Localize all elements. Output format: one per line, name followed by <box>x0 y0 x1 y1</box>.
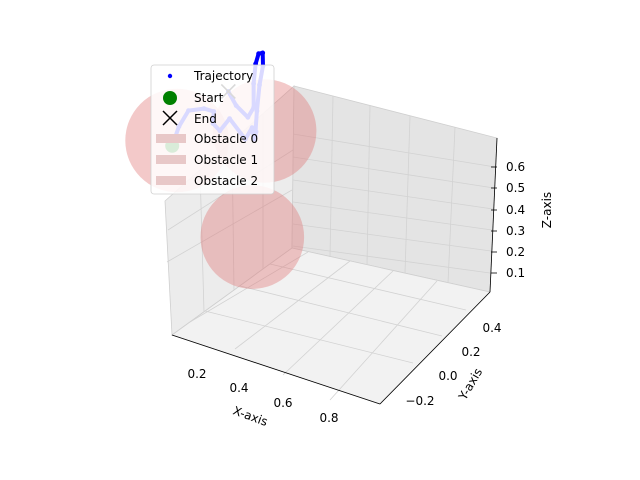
legend-label-obstacle-2: Obstacle 2 <box>194 174 258 188</box>
y-ticks: −0.2 0.0 0.20.4 <box>405 321 501 408</box>
z-tick-label: 0.6 <box>506 160 525 174</box>
x-ticks: 0.2 0.4 0.6 0.8 <box>187 367 338 425</box>
legend-swatch-start <box>163 91 177 105</box>
y-tick-label: 0.4 <box>482 321 501 335</box>
z-ticks: 0.1 0.2 0.3 0.4 0.5 0.6 <box>491 160 525 280</box>
legend-label-obstacle-1: Obstacle 1 <box>194 153 258 167</box>
y-tick-label: 0.0 <box>438 369 457 383</box>
y-tick-label: −0.2 <box>405 394 434 408</box>
legend-label-obstacle-0: Obstacle 0 <box>194 132 258 146</box>
legend-swatch-obstacle-1 <box>156 155 186 164</box>
trajectory-point <box>260 50 266 56</box>
obstacle-sphere-0 <box>200 185 305 289</box>
legend: Trajectory Start End Obstacle 0 Obstacle… <box>150 64 275 195</box>
z-axis-label: Z-axis <box>540 192 554 228</box>
z-tick-label: 0.4 <box>506 203 525 217</box>
z-tick-label: 0.5 <box>506 181 525 195</box>
z-tick-label: 0.1 <box>506 266 525 280</box>
x-tick-label: 0.6 <box>273 396 292 410</box>
x-axis-label: X-axis <box>231 404 270 429</box>
y-tick-label: 0.2 <box>461 345 480 359</box>
axis-lines <box>171 137 498 405</box>
legend-swatch-trajectory <box>167 73 173 79</box>
z-tick-label: 0.2 <box>506 245 525 259</box>
legend-label-start: Start <box>194 91 224 105</box>
legend-swatch-obstacle-0 <box>156 134 186 143</box>
x-tick-label: 0.8 <box>319 411 338 425</box>
y-axis-label: Y-axis <box>455 366 485 404</box>
x-tick-label: 0.4 <box>229 381 248 395</box>
legend-label-trajectory: Trajectory <box>193 69 253 83</box>
legend-swatch-end <box>162 110 178 126</box>
z-tick-label: 0.3 <box>506 224 525 238</box>
gridlines <box>166 95 496 401</box>
x-tick-label: 0.2 <box>187 367 206 381</box>
trajectory-point <box>256 51 261 57</box>
legend-label-end: End <box>194 112 217 126</box>
legend-swatch-obstacle-2 <box>156 176 186 185</box>
